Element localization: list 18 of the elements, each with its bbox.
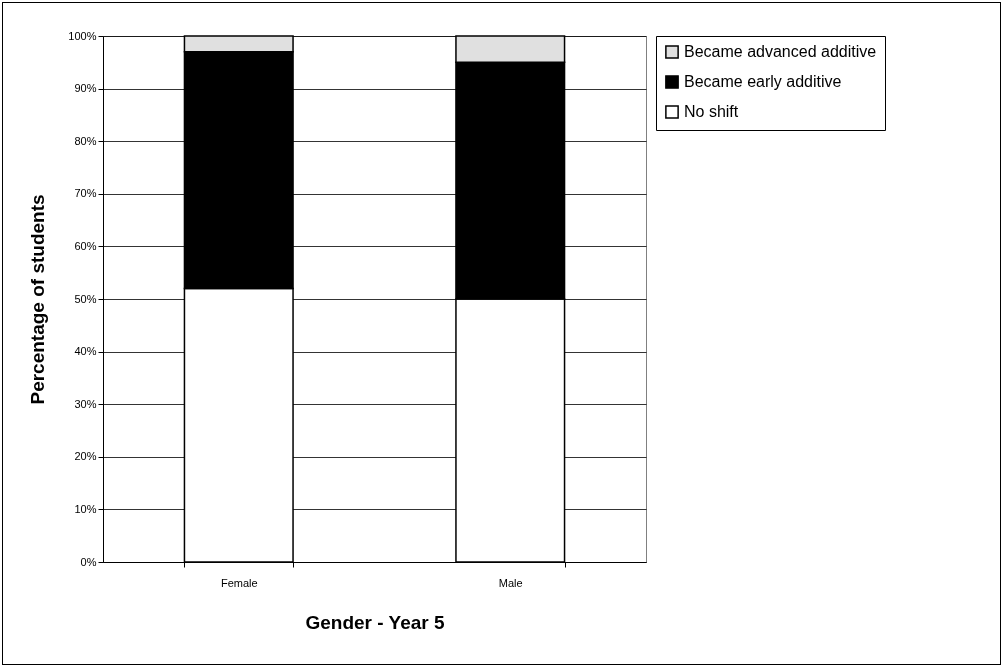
y-tick-label: 50% [74,292,97,305]
y-tick-label: 80% [74,134,97,147]
legend-label: Became advanced additive [684,43,877,60]
x-tick-label: Male [498,576,523,589]
y-tick-label: 20% [74,450,97,463]
y-tick-label: 0% [80,555,97,568]
y-tick-label: 60% [74,239,97,252]
y-tick-label: 40% [74,345,97,358]
y-tick-label: 100% [68,29,97,42]
y-axis-title: Percentage of students [27,194,49,405]
legend-label: No shift [684,103,739,120]
x-tick-label: Female [220,576,258,589]
x-axis-title: Gender - Year 5 [305,611,445,633]
y-tick-label: 70% [74,187,97,200]
y-tick-label: 30% [74,397,97,410]
y-tick-label: 10% [74,502,97,515]
legend-label: Became early additive [684,73,842,90]
y-tick-label: 90% [74,82,97,95]
